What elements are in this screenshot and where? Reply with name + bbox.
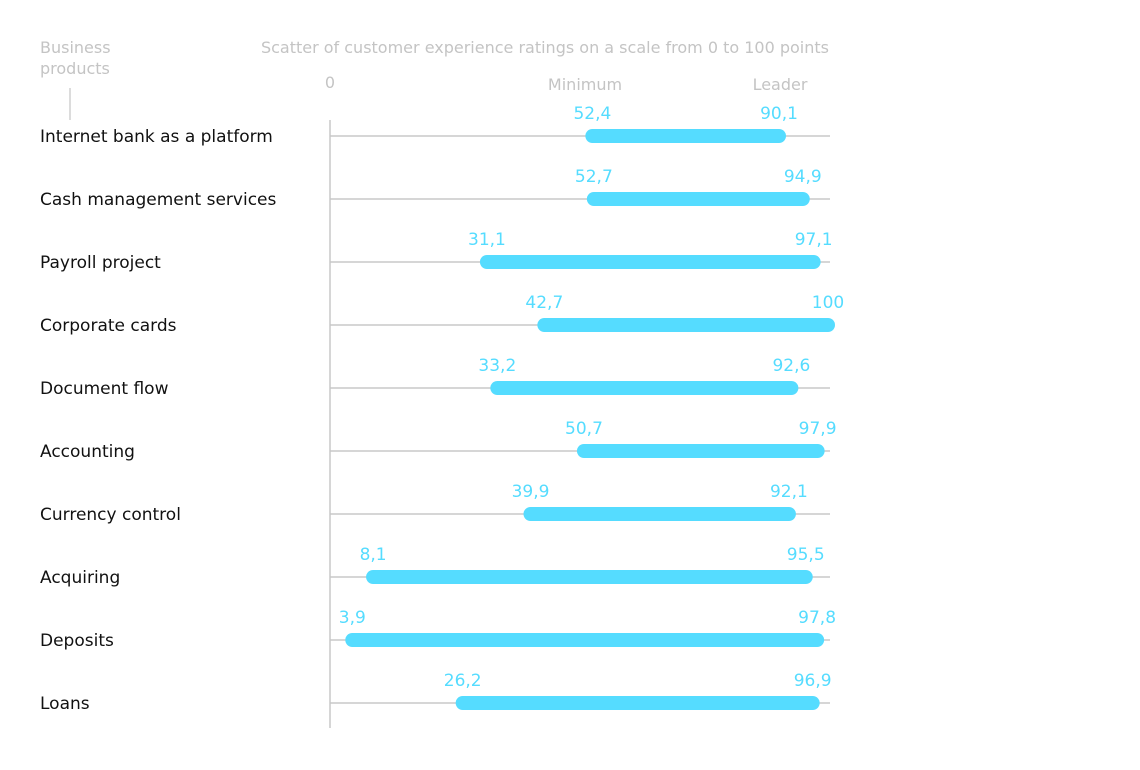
category-label: Payroll project [40,253,161,273]
category-label: Internet bank as a platform [40,127,273,147]
max-value-label: 92,6 [772,356,810,376]
category-label: Loans [40,694,90,714]
chart-title: Scatter of customer experience ratings o… [261,38,829,57]
min-value-label: 42,7 [525,293,563,313]
category-label: Currency control [40,505,181,525]
min-value-label: 52,7 [575,167,613,187]
category-header-line1: Business [40,38,111,57]
max-value-label: 97,1 [795,230,833,250]
category-label: Corporate cards [40,316,177,336]
leader-header: Leader [753,75,808,94]
max-value-label: 97,8 [798,608,836,628]
min-value-label: 52,4 [573,104,611,124]
axis-zero-label: 0 [325,73,335,92]
min-value-label: 31,1 [468,230,506,250]
min-value-label: 3,9 [339,608,366,628]
category-label: Document flow [40,379,169,399]
max-value-label: 92,1 [770,482,808,502]
max-value-label: 94,9 [784,167,822,187]
category-label: Deposits [40,631,114,651]
max-value-label: 97,9 [799,419,837,439]
category-label: Acquiring [40,568,120,588]
minimum-header: Minimum [548,75,622,94]
max-value-label: 90,1 [760,104,798,124]
category-label: Cash management services [40,190,276,210]
min-value-label: 26,2 [444,671,482,691]
min-value-label: 8,1 [360,545,387,565]
max-value-label: 100 [812,293,844,313]
min-value-label: 50,7 [565,419,603,439]
max-value-label: 95,5 [787,545,825,565]
category-header-line2: products [40,59,110,78]
min-value-label: 39,9 [512,482,550,502]
category-label: Accounting [40,442,135,462]
min-value-label: 33,2 [478,356,516,376]
max-value-label: 96,9 [794,671,832,691]
